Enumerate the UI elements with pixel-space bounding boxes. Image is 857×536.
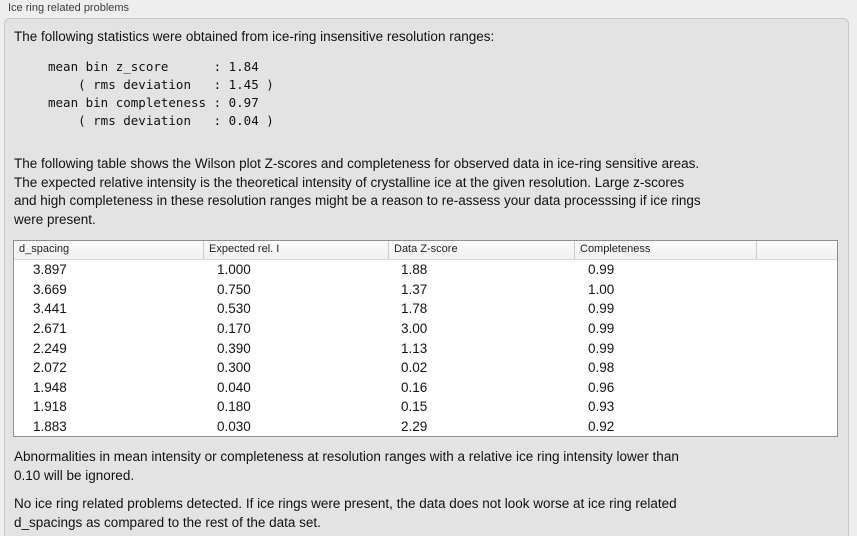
column-header[interactable]: Expected rel. I <box>203 241 388 259</box>
table-cell: 2.249 <box>33 340 67 356</box>
table-cell: 0.99 <box>588 321 615 337</box>
column-header[interactable] <box>756 241 837 259</box>
table-cell: 1.78 <box>401 301 428 317</box>
table-row[interactable]: 2.072 0.300 0.02 0.98 <box>14 358 837 378</box>
table-cell: 1.13 <box>401 340 428 356</box>
ice-ring-table[interactable]: d_spacing Expected rel. I Data Z-score Comp… <box>13 240 838 437</box>
table-cell: 0.170 <box>217 321 251 337</box>
stats-block: mean bin z_score : 1.84 ( rms deviation … <box>48 59 274 128</box>
table-cell: 0.750 <box>217 281 251 297</box>
intro-text: The following statistics were obtained f… <box>14 29 495 44</box>
table-cell: 0.15 <box>401 399 428 415</box>
table-cell: 0.180 <box>217 399 251 415</box>
table-body: 3.897 1.000 1.88 0.99 3.669 0.750 1.37 1.00 3.44… <box>14 260 837 436</box>
table-row[interactable]: 1.918 0.180 0.15 0.93 <box>14 397 837 417</box>
table-cell: 2.671 <box>33 321 67 337</box>
table-cell: 0.530 <box>217 301 251 317</box>
table-cell: 1.000 <box>217 262 251 278</box>
table-row[interactable]: 2.671 0.170 3.00 0.99 <box>14 319 837 339</box>
table-cell: 3.00 <box>401 321 428 337</box>
table-row[interactable]: 1.883 0.030 2.29 0.92 <box>14 417 837 436</box>
table-cell: 0.98 <box>588 360 615 376</box>
table-cell: 1.00 <box>588 281 615 297</box>
table-row[interactable]: 3.669 0.750 1.37 1.00 <box>14 280 837 300</box>
table-cell: 0.99 <box>588 262 615 278</box>
table-cell: 1.918 <box>33 399 67 415</box>
table-cell: 0.96 <box>588 379 615 395</box>
table-cell: 1.88 <box>401 262 428 278</box>
table-cell: 0.02 <box>401 360 428 376</box>
table-cell: 0.99 <box>588 301 615 317</box>
table-cell: 1.883 <box>33 419 67 435</box>
table-cell: 0.390 <box>217 340 251 356</box>
table-cell: 2.29 <box>401 419 428 435</box>
table-row[interactable]: 3.897 1.000 1.88 0.99 <box>14 260 837 280</box>
table-cell: 1.37 <box>401 281 428 297</box>
table-cell: 3.441 <box>33 301 67 317</box>
column-header[interactable]: Data Z-score <box>388 241 574 259</box>
table-row[interactable]: 1.948 0.040 0.16 0.96 <box>14 378 837 398</box>
table-row[interactable]: 3.441 0.530 1.78 0.99 <box>14 299 837 319</box>
table-cell: 0.93 <box>588 399 615 415</box>
table-cell: 0.030 <box>217 419 251 435</box>
conclusion-text: No ice ring related problems detected. I… <box>14 496 677 530</box>
column-header[interactable]: d_spacing <box>19 243 70 255</box>
table-cell: 3.669 <box>33 281 67 297</box>
table-cell: 0.99 <box>588 340 615 356</box>
table-description: The following table shows the Wilson plo… <box>14 156 701 227</box>
table-cell: 3.897 <box>33 262 67 278</box>
table-cell: 0.040 <box>217 379 251 395</box>
column-header[interactable]: Completeness <box>574 241 756 259</box>
table-cell: 0.92 <box>588 419 615 435</box>
table-cell: 2.072 <box>33 360 67 376</box>
table-header-row: d_spacing Expected rel. I Data Z-score Comp… <box>14 241 837 260</box>
table-cell: 0.300 <box>217 360 251 376</box>
footnote-text: Abnormalities in mean intensity or compl… <box>14 449 679 483</box>
table-cell: 0.16 <box>401 379 428 395</box>
group-box-label: Ice ring related problems <box>8 2 130 14</box>
table-row[interactable]: 2.249 0.390 1.13 0.99 <box>14 338 837 358</box>
table-cell: 1.948 <box>33 379 67 395</box>
